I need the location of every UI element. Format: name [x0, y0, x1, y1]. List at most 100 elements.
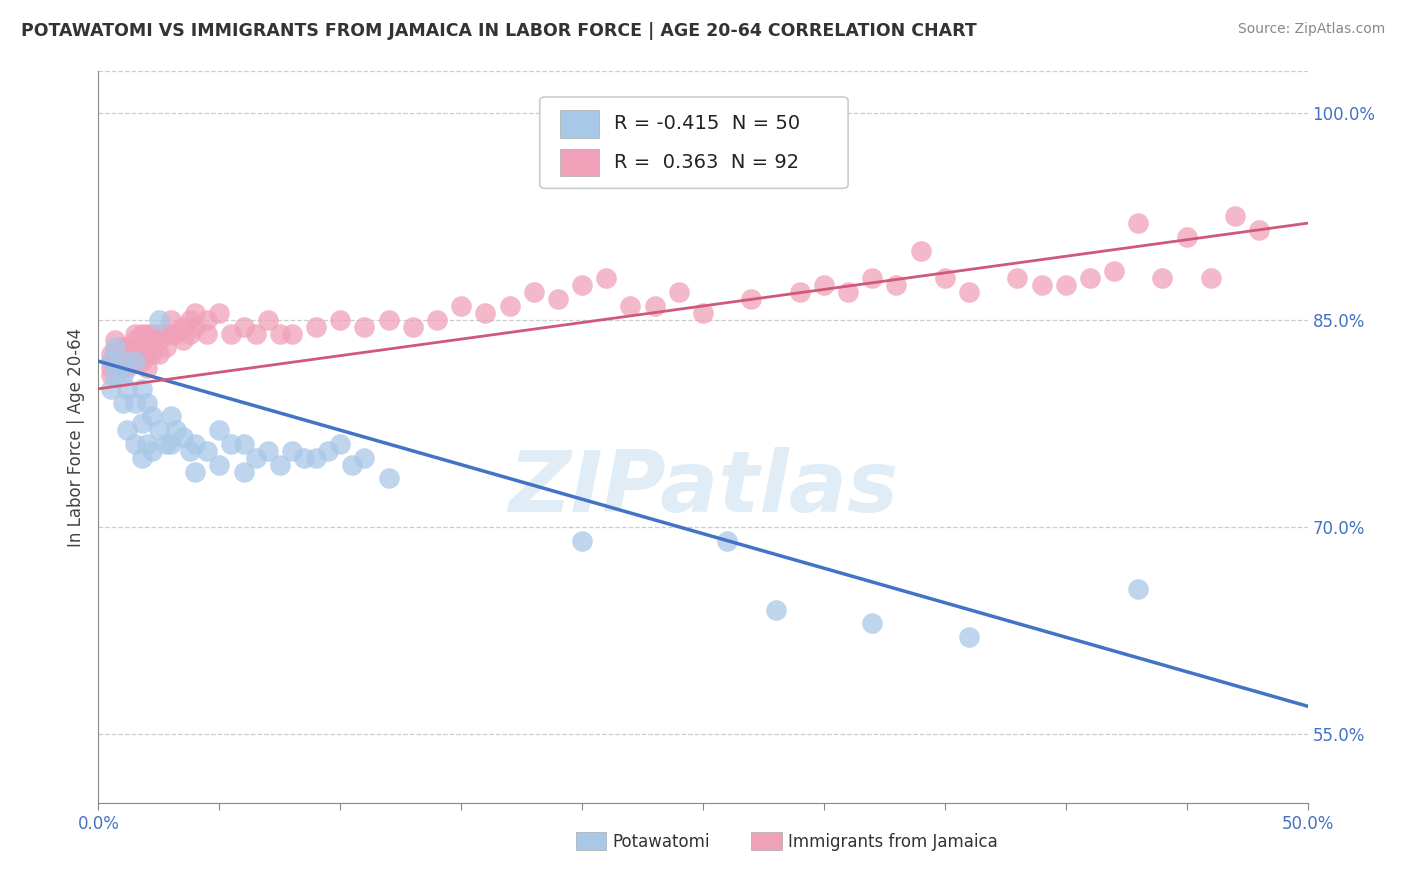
Point: [245, 326, 267, 341]
Point: [305, 450, 328, 465]
Point: [281, 443, 304, 458]
Point: [571, 533, 593, 548]
Point: [426, 312, 449, 326]
Point: [135, 395, 157, 409]
Point: [195, 443, 218, 458]
Point: [155, 340, 177, 354]
Point: [221, 437, 243, 451]
Text: Source: ZipAtlas.com: Source: ZipAtlas.com: [1237, 22, 1385, 37]
Point: [100, 347, 122, 361]
Point: [111, 340, 134, 354]
Point: [813, 278, 835, 293]
Point: [172, 334, 194, 348]
Point: [135, 437, 157, 451]
Point: [232, 319, 254, 334]
Point: [450, 299, 472, 313]
Point: [910, 244, 932, 258]
Point: [124, 437, 146, 451]
Point: [353, 450, 375, 465]
Point: [232, 465, 254, 479]
FancyBboxPatch shape: [561, 149, 599, 177]
Point: [329, 437, 352, 451]
Point: [111, 368, 134, 382]
Text: Potawatomi: Potawatomi: [613, 832, 710, 851]
Point: [111, 347, 134, 361]
Point: [208, 458, 231, 472]
Point: [1249, 223, 1271, 237]
Point: [269, 326, 291, 341]
Point: [668, 285, 690, 300]
Point: [498, 299, 520, 313]
Point: [131, 326, 153, 341]
Point: [474, 306, 496, 320]
Point: [957, 630, 980, 644]
Point: [160, 437, 183, 451]
Point: [179, 443, 201, 458]
Point: [124, 354, 146, 368]
Point: [160, 409, 183, 424]
FancyBboxPatch shape: [540, 97, 848, 188]
Point: [117, 361, 139, 376]
Text: Immigrants from Jamaica: Immigrants from Jamaica: [787, 832, 997, 851]
Point: [172, 430, 194, 444]
Point: [329, 312, 352, 326]
Point: [141, 347, 163, 361]
Point: [1223, 209, 1246, 223]
Point: [860, 616, 883, 631]
Point: [1199, 271, 1222, 285]
Point: [245, 450, 267, 465]
Point: [886, 278, 908, 293]
Point: [523, 285, 546, 300]
Point: [135, 347, 157, 361]
Point: [571, 278, 593, 293]
Point: [184, 437, 207, 451]
Point: [208, 306, 231, 320]
Point: [172, 319, 194, 334]
Point: [100, 354, 122, 368]
Point: [184, 319, 207, 334]
Point: [135, 361, 157, 376]
Point: [353, 319, 375, 334]
Point: [100, 368, 122, 382]
Point: [644, 299, 666, 313]
FancyBboxPatch shape: [751, 832, 782, 850]
Point: [269, 458, 291, 472]
Point: [155, 437, 177, 451]
Point: [692, 306, 714, 320]
Point: [860, 271, 883, 285]
FancyBboxPatch shape: [576, 832, 606, 850]
Point: [141, 443, 163, 458]
Point: [104, 354, 127, 368]
FancyBboxPatch shape: [561, 110, 599, 137]
Point: [179, 312, 201, 326]
Point: [208, 423, 231, 437]
Text: POTAWATOMI VS IMMIGRANTS FROM JAMAICA IN LABOR FORCE | AGE 20-64 CORRELATION CHA: POTAWATOMI VS IMMIGRANTS FROM JAMAICA IN…: [21, 22, 977, 40]
Point: [765, 602, 787, 616]
Y-axis label: In Labor Force | Age 20-64: In Labor Force | Age 20-64: [66, 327, 84, 547]
Point: [148, 423, 170, 437]
Point: [131, 347, 153, 361]
Point: [131, 382, 153, 396]
Text: ZIPatlas: ZIPatlas: [508, 447, 898, 530]
Point: [1102, 264, 1125, 278]
Point: [160, 326, 183, 341]
Point: [155, 326, 177, 341]
Point: [141, 409, 163, 424]
Point: [1249, 809, 1271, 823]
Point: [179, 326, 201, 341]
Point: [1007, 271, 1029, 285]
Point: [131, 354, 153, 368]
Point: [1152, 271, 1174, 285]
Point: [111, 395, 134, 409]
Point: [595, 271, 617, 285]
Point: [135, 340, 157, 354]
Point: [104, 340, 127, 354]
Point: [934, 271, 956, 285]
Point: [281, 326, 304, 341]
Point: [165, 326, 187, 341]
Point: [148, 347, 170, 361]
Point: [547, 292, 569, 306]
Point: [124, 354, 146, 368]
Point: [837, 285, 859, 300]
Point: [184, 465, 207, 479]
